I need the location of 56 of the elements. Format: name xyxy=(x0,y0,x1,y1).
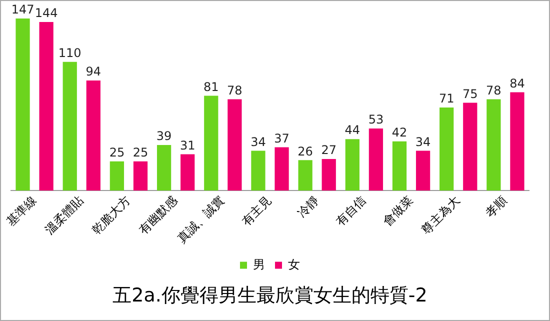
data-label: 75 xyxy=(462,86,478,101)
data-label: 147 xyxy=(11,2,34,17)
bar xyxy=(86,80,100,191)
data-label: 27 xyxy=(321,143,337,158)
data-label: 31 xyxy=(180,138,196,152)
x-tick-label: 乾脆大方 xyxy=(89,193,134,237)
data-label: 39 xyxy=(156,129,172,144)
legend-label: 女 xyxy=(288,257,300,272)
text: 五2a.你覺得男生最欣賞女生的特質-2 xyxy=(112,284,428,307)
data-label: 44 xyxy=(344,123,360,138)
x-tick-label: 有自信 xyxy=(333,193,369,228)
bar xyxy=(228,99,242,191)
bar xyxy=(110,161,124,191)
bar xyxy=(368,128,384,191)
data-label: 84 xyxy=(510,76,525,90)
bar xyxy=(463,102,478,191)
x-tick-label: 有主見 xyxy=(238,193,274,228)
x-tick-label: 溫柔體貼 xyxy=(42,193,86,237)
data-label: 71 xyxy=(438,92,454,106)
bar xyxy=(345,139,360,191)
x-tick-label: 冷靜 xyxy=(294,193,322,220)
bar xyxy=(204,96,218,191)
bar xyxy=(322,158,336,191)
legend-label: 男 xyxy=(253,257,265,272)
x-tick-label: 會做菜 xyxy=(380,193,416,228)
bar xyxy=(133,161,148,191)
data-label: 144 xyxy=(34,6,58,20)
bar xyxy=(440,107,454,191)
x-tick-label: 尊主為大 xyxy=(418,193,463,237)
bar xyxy=(39,22,54,191)
bar xyxy=(16,18,30,191)
bar xyxy=(251,150,266,191)
data-label: 42 xyxy=(392,126,408,140)
bar xyxy=(274,147,289,191)
bar xyxy=(180,154,195,191)
bar xyxy=(510,92,524,191)
data-label: 25 xyxy=(132,145,148,160)
x-tick-label: 基準線 xyxy=(4,193,39,228)
data-label: 26 xyxy=(298,144,313,158)
bar xyxy=(298,160,312,191)
data-label: 37 xyxy=(274,131,290,146)
data-label: 110 xyxy=(58,46,82,60)
bar xyxy=(62,62,77,191)
data-label: 78 xyxy=(227,83,242,98)
bar xyxy=(392,141,407,191)
data-label: 34 xyxy=(415,134,431,149)
data-label: 78 xyxy=(486,83,502,98)
data-label: 81 xyxy=(203,80,219,94)
bar xyxy=(486,99,501,191)
data-label: 53 xyxy=(368,112,384,127)
bar xyxy=(416,150,430,191)
x-tick-label: 孝順 xyxy=(482,193,510,220)
data-label: 25 xyxy=(109,145,125,160)
bar xyxy=(156,144,172,191)
data-label: 34 xyxy=(250,134,266,149)
data-label: 94 xyxy=(86,64,102,79)
